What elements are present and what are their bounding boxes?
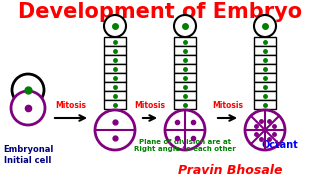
Bar — [174, 73, 196, 82]
Text: Plane of division are at
Right angle to each other: Plane of division are at Right angle to … — [134, 138, 236, 152]
Text: Pravin Bhosale: Pravin Bhosale — [178, 163, 282, 177]
Bar — [104, 64, 126, 73]
Text: Mitosis: Mitosis — [212, 101, 244, 110]
Bar — [174, 91, 196, 100]
Bar — [174, 55, 196, 64]
Bar — [104, 100, 126, 109]
Circle shape — [165, 110, 205, 150]
Bar — [104, 46, 126, 55]
Bar — [254, 91, 276, 100]
Bar — [104, 82, 126, 91]
Bar — [254, 64, 276, 73]
Text: Embryonal
Initial cell: Embryonal Initial cell — [3, 145, 53, 165]
Text: Octant: Octant — [262, 140, 298, 150]
Circle shape — [95, 110, 135, 150]
Bar — [254, 46, 276, 55]
Bar — [254, 37, 276, 46]
Circle shape — [174, 15, 196, 37]
Bar — [174, 46, 196, 55]
Circle shape — [254, 15, 276, 37]
Bar — [174, 100, 196, 109]
Bar — [104, 55, 126, 64]
Bar — [104, 37, 126, 46]
Text: Mitosis: Mitosis — [55, 101, 86, 110]
Bar — [254, 82, 276, 91]
Bar — [254, 100, 276, 109]
Bar — [254, 73, 276, 82]
Bar — [174, 64, 196, 73]
Bar — [104, 73, 126, 82]
Bar — [174, 82, 196, 91]
Circle shape — [245, 110, 285, 150]
Text: Development of Embryo: Development of Embryo — [18, 2, 302, 22]
Circle shape — [12, 74, 44, 106]
Circle shape — [104, 15, 126, 37]
Text: Mitosis: Mitosis — [134, 101, 165, 110]
Circle shape — [11, 91, 45, 125]
Bar — [104, 91, 126, 100]
Bar — [174, 37, 196, 46]
Bar — [254, 55, 276, 64]
